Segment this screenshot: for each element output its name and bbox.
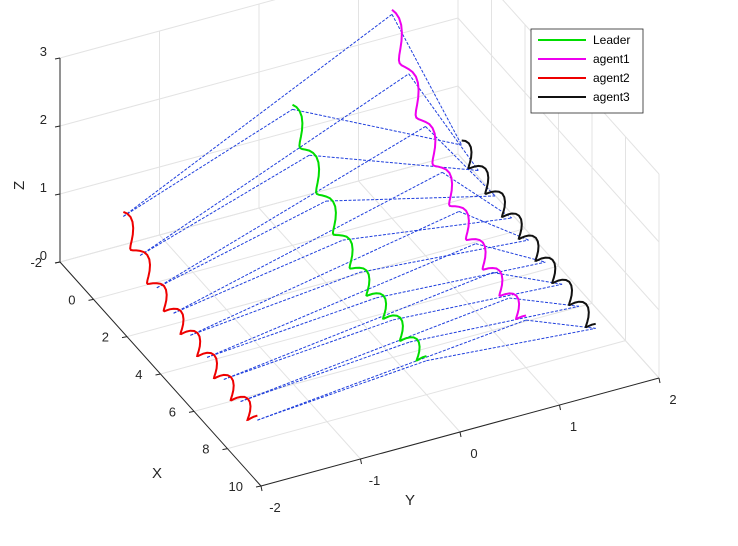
connection-line xyxy=(441,171,513,219)
connection-line xyxy=(240,341,410,402)
series-line-agent2 xyxy=(122,210,258,422)
grid-line xyxy=(159,234,361,460)
x-tick-label: 6 xyxy=(169,404,176,419)
y-tick-label: 2 xyxy=(669,392,676,407)
connection-line xyxy=(342,217,512,241)
connection-line xyxy=(190,210,460,336)
x-tick-label: 2 xyxy=(102,330,109,345)
x-tick-mark xyxy=(255,485,262,488)
y-tick-mark xyxy=(360,458,362,465)
series-line-agent1 xyxy=(391,9,527,320)
legend-box xyxy=(530,28,644,114)
connection-line xyxy=(408,73,479,171)
y-tick-label: 0 xyxy=(470,446,477,461)
z-tick-label: 3 xyxy=(40,44,47,59)
y-tick-label: -1 xyxy=(369,473,381,488)
connection-line xyxy=(223,272,493,380)
connection-line xyxy=(325,195,496,202)
grid-line xyxy=(358,180,560,406)
connection-line xyxy=(156,126,426,289)
x-tick-mark xyxy=(88,298,94,301)
connection-line xyxy=(391,14,463,146)
series-layer xyxy=(122,9,596,422)
legend-label-agent2: agent2 xyxy=(593,71,630,85)
connection-line xyxy=(123,13,393,217)
connection-line xyxy=(156,200,327,289)
connection-line xyxy=(475,243,546,263)
connection-line xyxy=(492,272,563,285)
z-tick-mark xyxy=(54,193,61,196)
y-axis-label: Y xyxy=(405,492,415,509)
y-tick-mark xyxy=(658,377,661,384)
z-axis-label: Z xyxy=(11,181,28,190)
connection-line xyxy=(309,154,479,171)
connection-line xyxy=(206,297,377,358)
connection-line xyxy=(206,243,476,358)
connection-line xyxy=(190,271,360,336)
grid-line xyxy=(457,85,660,311)
connection-line xyxy=(257,360,427,421)
connection-line xyxy=(359,239,529,273)
connection-line xyxy=(173,171,443,314)
legend: Leader agent1 agent2 agent3 xyxy=(530,28,644,114)
z-tick-label: 2 xyxy=(40,112,47,127)
x-tick-mark xyxy=(155,373,161,376)
x-tick-label: 10 xyxy=(229,479,243,494)
connection-line xyxy=(139,154,310,256)
z-tick-label: 1 xyxy=(40,180,47,195)
connection-line xyxy=(139,73,410,256)
x-tick-label: 4 xyxy=(135,367,142,382)
connection-line xyxy=(257,319,527,421)
connection-line xyxy=(292,108,462,146)
grid-line xyxy=(59,0,276,59)
x-tick-mark xyxy=(121,336,128,339)
y-tick-label: -2 xyxy=(269,500,281,515)
y-tick-mark xyxy=(260,485,263,492)
z-tick-mark xyxy=(54,261,61,264)
x-axis-label: X xyxy=(152,465,162,482)
grid-line xyxy=(258,207,461,433)
connection-line xyxy=(525,319,596,329)
grid-line xyxy=(59,17,459,127)
grid-line xyxy=(457,17,660,243)
connection-line xyxy=(173,239,343,314)
connection-line xyxy=(376,261,546,299)
connection-line xyxy=(409,305,580,343)
connection-line xyxy=(509,297,579,307)
y-tick-mark xyxy=(459,431,462,438)
x-tick-mark xyxy=(222,448,228,451)
grid-line xyxy=(59,85,459,195)
x-tick-label: 8 xyxy=(202,442,209,457)
connection-line xyxy=(392,283,563,321)
connection-line xyxy=(425,126,496,197)
connection-line xyxy=(223,319,394,380)
connection-line xyxy=(123,108,293,217)
z-tick-mark xyxy=(54,57,61,60)
connection-lines-layer xyxy=(123,13,596,421)
series-line-agent3 xyxy=(461,139,596,329)
z-tick-label: 0 xyxy=(40,248,47,263)
connection-line xyxy=(240,297,510,402)
x-tick-label: 0 xyxy=(68,292,75,307)
z-tick-mark xyxy=(54,125,61,128)
connection-line xyxy=(458,210,529,241)
legend-label-agent3: agent3 xyxy=(593,90,630,104)
x-tick-mark xyxy=(188,410,195,413)
y-tick-mark xyxy=(559,404,561,411)
connection-line xyxy=(426,327,596,362)
y-tick-label: 1 xyxy=(570,419,577,434)
series-line-leader xyxy=(292,103,427,362)
x-tick-label: -2 xyxy=(30,255,42,270)
legend-label-agent1: agent1 xyxy=(593,52,630,66)
legend-label-leader: Leader xyxy=(593,33,630,47)
grid-line xyxy=(59,153,459,263)
